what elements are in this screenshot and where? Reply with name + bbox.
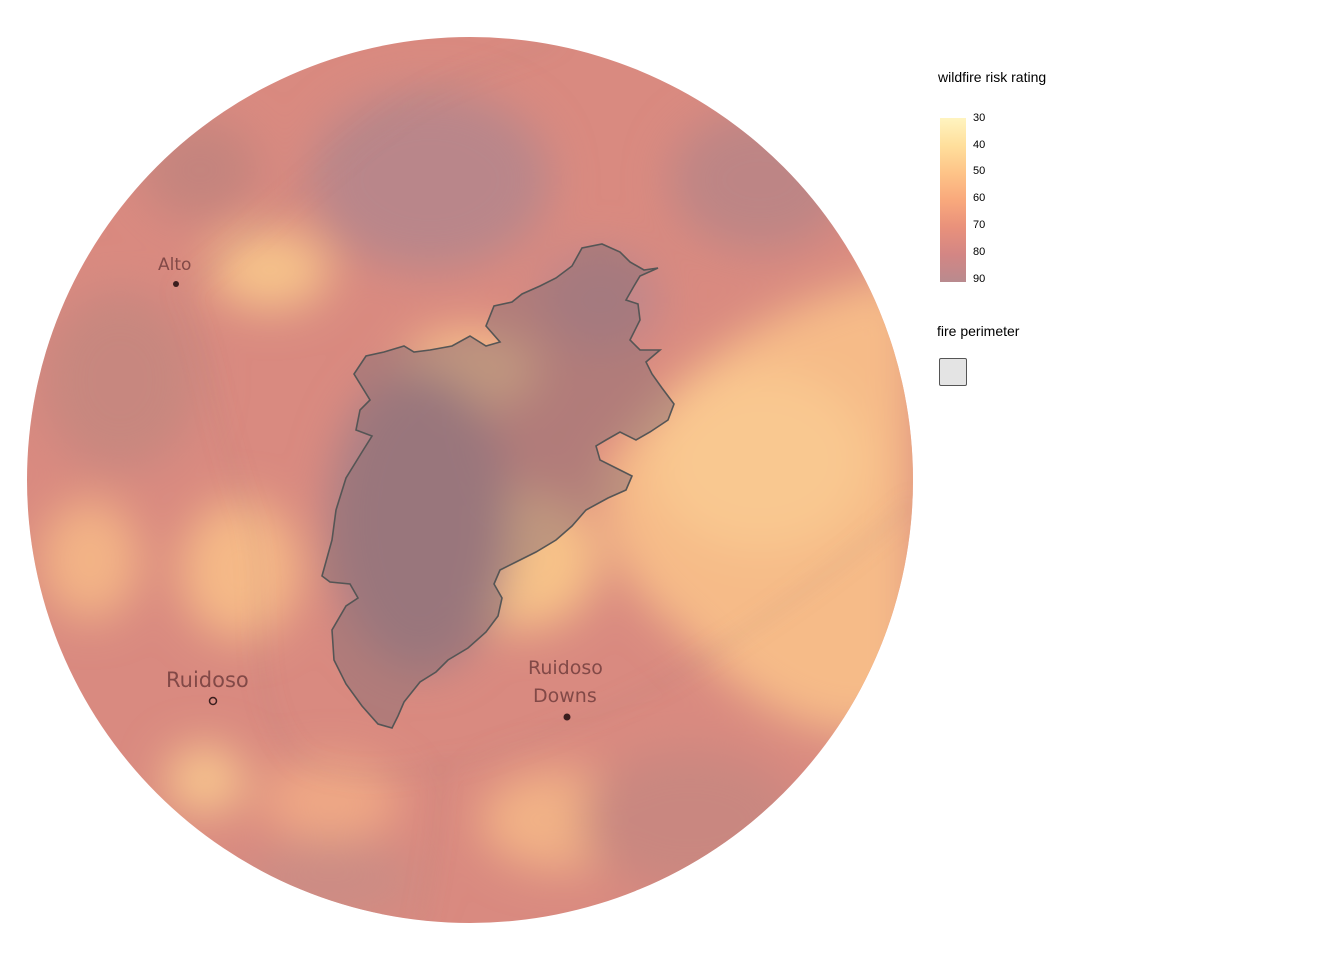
risk-tick-70: 70 — [973, 219, 986, 231]
risk-legend-title: wildfire risk rating — [938, 69, 1047, 85]
place-alto: Alto — [158, 255, 191, 287]
perimeter-legend-swatch — [939, 358, 967, 386]
ruidoso-downs-label-line2: Downs — [533, 685, 597, 707]
risk-tick-50: 50 — [973, 165, 986, 177]
risk-tick-60: 60 — [973, 192, 986, 204]
ruidoso-downs-marker — [563, 713, 571, 721]
ruidoso-downs-label: Ruidoso — [528, 657, 603, 679]
risk-tick-80: 80 — [973, 246, 986, 258]
alto-marker — [173, 281, 179, 287]
risk-tick-90: 90 — [973, 273, 986, 285]
perimeter-legend-title: fire perimeter — [937, 323, 1020, 339]
risk-surface — [27, 37, 913, 923]
fire-perimeter-polygon — [321, 243, 675, 729]
ruidoso-marker — [208, 696, 218, 706]
risk-tick-30: 30 — [973, 112, 986, 124]
alto-label: Alto — [158, 255, 191, 275]
risk-colorbar — [940, 118, 966, 282]
place-ruidoso-downs: Ruidoso Downs — [528, 657, 603, 721]
place-ruidoso: Ruidoso — [166, 668, 249, 706]
ruidoso-label: Ruidoso — [166, 668, 249, 692]
risk-tick-40: 40 — [973, 139, 986, 151]
